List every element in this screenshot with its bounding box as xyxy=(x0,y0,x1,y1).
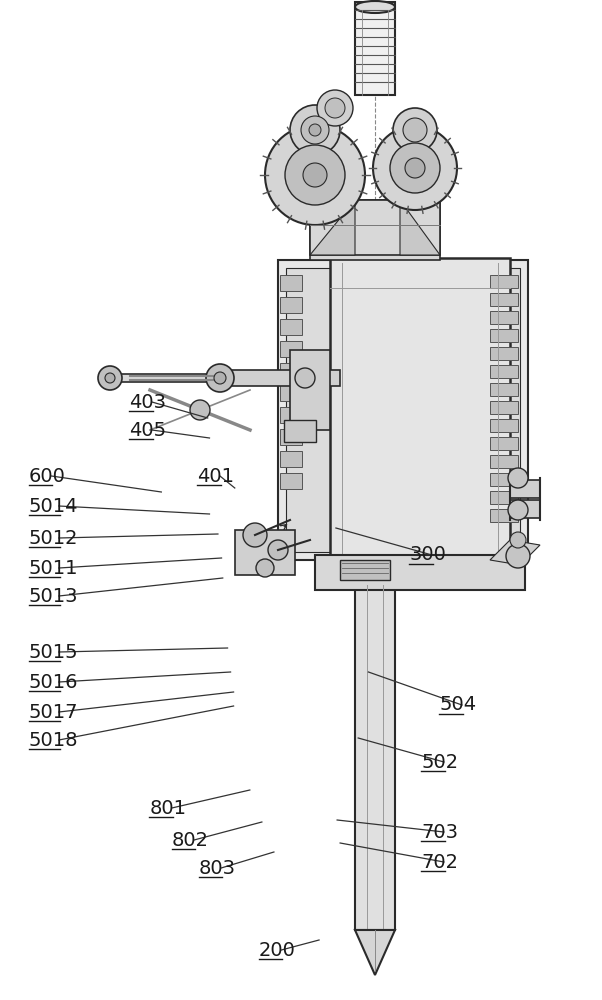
Bar xyxy=(355,580,395,930)
Bar xyxy=(490,311,518,324)
Text: 504: 504 xyxy=(439,696,477,714)
Bar xyxy=(284,420,316,442)
Bar xyxy=(355,2,395,95)
Text: 5015: 5015 xyxy=(29,643,78,662)
Circle shape xyxy=(190,400,210,420)
Circle shape xyxy=(285,145,345,205)
Bar xyxy=(280,341,302,357)
Bar xyxy=(280,451,302,467)
Bar xyxy=(490,329,518,342)
Bar xyxy=(510,500,540,518)
Circle shape xyxy=(301,116,329,144)
Bar xyxy=(280,407,302,423)
Bar xyxy=(280,363,302,379)
Text: 5011: 5011 xyxy=(29,558,78,578)
Bar xyxy=(490,491,518,504)
Bar xyxy=(280,319,302,335)
Bar xyxy=(278,260,528,560)
Circle shape xyxy=(265,125,365,225)
Circle shape xyxy=(403,118,427,142)
Text: 5016: 5016 xyxy=(29,672,78,692)
Bar xyxy=(490,365,518,378)
Text: 200: 200 xyxy=(259,940,296,960)
Text: 702: 702 xyxy=(421,852,458,871)
Circle shape xyxy=(206,364,234,392)
Text: 300: 300 xyxy=(409,546,446,564)
Bar xyxy=(280,275,302,291)
Bar xyxy=(490,293,518,306)
Circle shape xyxy=(506,544,530,568)
Bar xyxy=(310,200,440,255)
Bar xyxy=(110,374,225,382)
Text: 403: 403 xyxy=(129,392,166,412)
Circle shape xyxy=(325,98,345,118)
Bar xyxy=(280,429,302,445)
Polygon shape xyxy=(400,200,440,255)
Circle shape xyxy=(243,523,267,547)
Bar xyxy=(220,370,340,386)
Polygon shape xyxy=(355,930,395,975)
Circle shape xyxy=(390,143,440,193)
Bar xyxy=(490,473,518,486)
Circle shape xyxy=(309,124,321,136)
Text: 5013: 5013 xyxy=(29,586,78,605)
Text: 405: 405 xyxy=(129,420,167,440)
Circle shape xyxy=(508,468,528,488)
Text: 5014: 5014 xyxy=(29,496,78,516)
Bar xyxy=(315,555,525,590)
Bar xyxy=(490,275,518,288)
Text: 801: 801 xyxy=(149,798,186,818)
Ellipse shape xyxy=(355,1,395,13)
Bar xyxy=(286,268,520,552)
Circle shape xyxy=(295,368,315,388)
Text: 802: 802 xyxy=(172,830,208,850)
Bar xyxy=(280,473,302,489)
Circle shape xyxy=(98,366,122,390)
Text: 502: 502 xyxy=(421,752,459,772)
Bar xyxy=(490,455,518,468)
Circle shape xyxy=(105,373,115,383)
Text: 5018: 5018 xyxy=(29,730,78,750)
Circle shape xyxy=(510,532,526,548)
Text: 5012: 5012 xyxy=(29,528,78,548)
Bar xyxy=(280,385,302,401)
Polygon shape xyxy=(490,540,540,565)
Bar xyxy=(310,200,440,260)
Circle shape xyxy=(317,90,353,126)
Circle shape xyxy=(303,163,327,187)
Bar xyxy=(490,401,518,414)
Bar xyxy=(340,560,390,580)
Polygon shape xyxy=(310,200,355,255)
Circle shape xyxy=(268,540,288,560)
Circle shape xyxy=(508,500,528,520)
Circle shape xyxy=(290,105,340,155)
Bar xyxy=(490,383,518,396)
Circle shape xyxy=(214,372,226,384)
Text: 600: 600 xyxy=(29,466,66,486)
Bar xyxy=(235,530,295,575)
Bar xyxy=(290,350,330,430)
Bar xyxy=(490,347,518,360)
Text: 803: 803 xyxy=(199,858,235,878)
Text: 401: 401 xyxy=(197,466,234,486)
Circle shape xyxy=(373,126,457,210)
Circle shape xyxy=(405,158,425,178)
Circle shape xyxy=(393,108,437,152)
Text: 5017: 5017 xyxy=(29,702,78,722)
Bar xyxy=(490,437,518,450)
Bar xyxy=(490,509,518,522)
Bar xyxy=(510,480,540,498)
Circle shape xyxy=(256,559,274,577)
Bar xyxy=(280,297,302,313)
Bar xyxy=(490,419,518,432)
Text: 703: 703 xyxy=(421,822,458,842)
Bar xyxy=(330,258,510,580)
